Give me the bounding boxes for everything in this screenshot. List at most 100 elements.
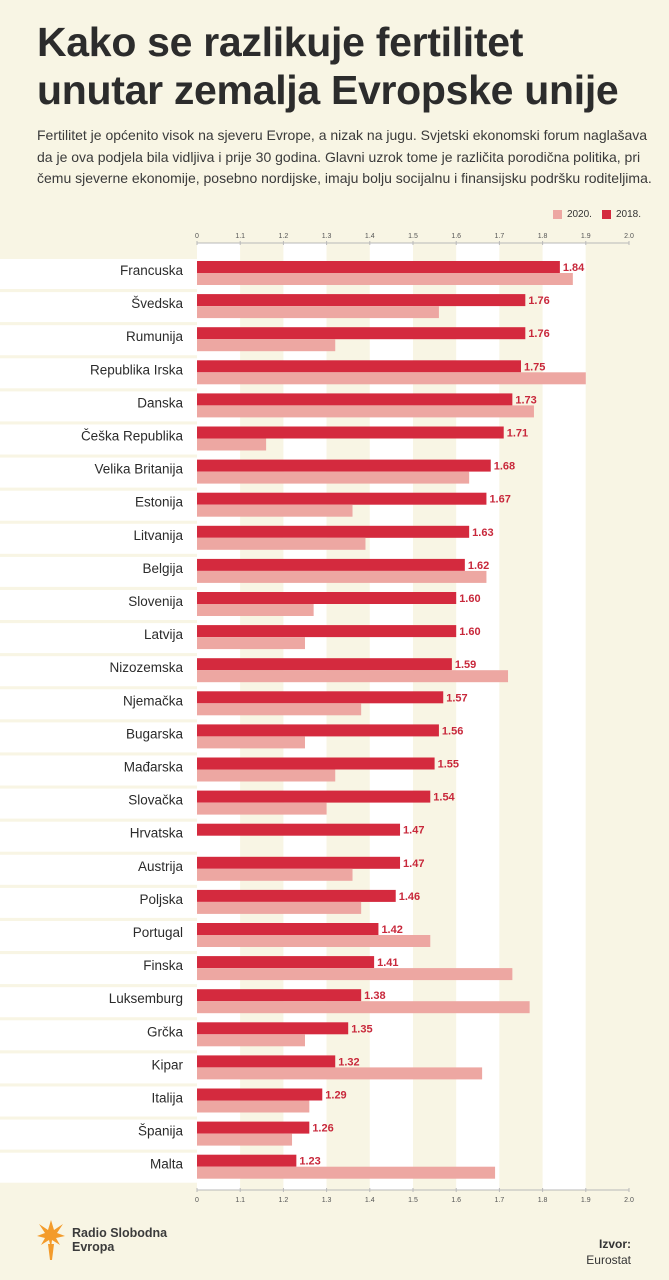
row-label-strip bbox=[0, 457, 197, 488]
tick-label-bottom: 1.9 bbox=[581, 1197, 591, 1204]
category-label: Malta bbox=[150, 1157, 184, 1172]
bar-2018 bbox=[197, 558, 465, 571]
legend-label-2018: 2018. bbox=[615, 209, 641, 220]
tick-label-top: 1.8 bbox=[538, 233, 548, 240]
bar-2018 bbox=[197, 989, 362, 1002]
bar-2018 bbox=[197, 757, 435, 770]
category-label: Mađarska bbox=[124, 760, 184, 775]
title-line-1: Kako se razlikuje fertilitet bbox=[37, 19, 524, 65]
data-label-2018: 1.75 bbox=[524, 361, 545, 373]
bar-2018 bbox=[197, 1121, 310, 1134]
legend-item-2018: 2018. bbox=[601, 209, 641, 220]
grid-band bbox=[542, 243, 586, 1190]
row-label-strip bbox=[0, 590, 197, 620]
row-label-strip bbox=[0, 1086, 197, 1117]
category-label: Slovenija bbox=[128, 594, 183, 609]
legend-swatch-2020 bbox=[552, 210, 562, 219]
data-label-2018: 1.47 bbox=[403, 825, 424, 837]
data-label-2018: 1.73 bbox=[515, 394, 536, 406]
category-label: Velika Britanija bbox=[94, 462, 183, 477]
tick-label-bottom: 1.8 bbox=[538, 1197, 548, 1204]
data-label-2018: 1.68 bbox=[494, 461, 515, 473]
bar-2018 bbox=[197, 592, 457, 604]
data-label-2018: 1.55 bbox=[438, 759, 459, 771]
grid-band bbox=[413, 243, 457, 1190]
row-label-strip bbox=[0, 523, 197, 554]
data-label-2018: 1.32 bbox=[338, 1056, 359, 1068]
category-label: Estonija bbox=[135, 495, 184, 510]
grid-band bbox=[456, 243, 500, 1190]
category-label: Švedska bbox=[131, 296, 183, 311]
grid-band bbox=[326, 243, 370, 1190]
bar-2018 bbox=[197, 426, 504, 439]
data-label-2018: 1.47 bbox=[403, 858, 424, 870]
category-label: Italija bbox=[151, 1091, 183, 1106]
tick-label-top: 1.3 bbox=[322, 233, 332, 240]
row-label-strip bbox=[0, 391, 197, 422]
row-label-strip bbox=[0, 921, 197, 951]
tick-label-bottom: 1.2 bbox=[279, 1197, 289, 1204]
bar-2020 bbox=[197, 802, 327, 815]
data-label-2018: 1.41 bbox=[377, 957, 398, 969]
bar-2020 bbox=[197, 1166, 496, 1179]
row-label-strip bbox=[0, 887, 197, 918]
row-label-strip bbox=[0, 689, 197, 720]
tick-label-top: 1.2 bbox=[279, 233, 289, 240]
row-label-strip bbox=[0, 424, 197, 455]
bar-2020 bbox=[197, 637, 305, 650]
category-label: Francuska bbox=[120, 263, 184, 278]
row-label-strip bbox=[0, 490, 197, 521]
category-label: Belgija bbox=[142, 561, 183, 576]
bar-2018 bbox=[197, 923, 379, 935]
data-label-2018: 1.60 bbox=[459, 593, 480, 605]
bar-2018 bbox=[197, 1088, 323, 1101]
bar-2020 bbox=[197, 405, 534, 418]
category-label: Latvija bbox=[144, 627, 184, 642]
bar-2018 bbox=[197, 658, 452, 671]
bar-2020 bbox=[197, 570, 487, 583]
bar-2020 bbox=[197, 769, 336, 782]
bar-2018 bbox=[197, 823, 401, 836]
bar-2020 bbox=[197, 273, 573, 285]
row-label-strip bbox=[0, 755, 197, 786]
tick-label-top: 1.6 bbox=[451, 233, 461, 240]
source-value: Eurostat bbox=[586, 1253, 631, 1267]
tick-label-top: 1.5 bbox=[408, 233, 418, 240]
row-label-strip bbox=[0, 1119, 197, 1150]
tick-label-bottom: 1.6 bbox=[451, 1197, 461, 1204]
bar-2020 bbox=[197, 1100, 310, 1113]
tick-label-top: 1.4 bbox=[365, 233, 375, 240]
tick-label-top: 1.9 bbox=[581, 233, 591, 240]
row-label-strip bbox=[0, 292, 197, 323]
category-label: Luksemburg bbox=[109, 991, 183, 1006]
row-label-strip bbox=[0, 854, 197, 885]
bar-2018 bbox=[197, 790, 431, 803]
chart-legend: 2020. 2018. bbox=[552, 209, 641, 220]
bar-2018 bbox=[197, 691, 444, 704]
row-label-strip bbox=[0, 722, 197, 753]
row-label-strip bbox=[0, 358, 197, 389]
grid-band bbox=[369, 243, 413, 1190]
category-label: Danska bbox=[137, 395, 183, 410]
category-label: Grčka bbox=[147, 1024, 183, 1039]
tick-label-bottom: 1.3 bbox=[322, 1197, 332, 1204]
tick-label-top: 2.0 bbox=[624, 233, 634, 240]
page-title: Kako se razlikuje fertilitet unutar zema… bbox=[37, 18, 657, 114]
category-label: Njemačka bbox=[123, 693, 184, 708]
legend-item-2020: 2020. bbox=[552, 209, 592, 220]
category-label: Litvanija bbox=[133, 528, 183, 543]
tick-label-bottom: 1.5 bbox=[408, 1197, 418, 1204]
source-note: Izvor: Eurostat bbox=[586, 1236, 631, 1268]
bar-2020 bbox=[197, 471, 470, 484]
bar-2018 bbox=[197, 889, 396, 902]
grid-band bbox=[499, 243, 543, 1190]
legend-label-2020: 2020. bbox=[566, 209, 592, 220]
data-label-2018: 1.71 bbox=[507, 428, 528, 440]
bar-2020 bbox=[197, 1034, 305, 1047]
category-label: Bugarska bbox=[126, 726, 184, 741]
bar-2020 bbox=[197, 703, 362, 716]
category-label: Poljska bbox=[139, 892, 183, 907]
data-label-2018: 1.26 bbox=[312, 1123, 333, 1135]
bar-2020 bbox=[197, 604, 314, 616]
bar-2020 bbox=[197, 868, 353, 881]
